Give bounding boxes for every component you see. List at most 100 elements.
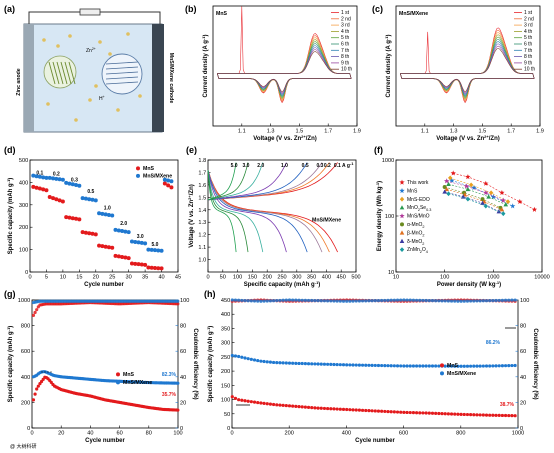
rate-point (97, 243, 102, 248)
cycling-point (465, 364, 470, 368)
cycling-point (446, 299, 450, 303)
x-tick-label: 100 (173, 431, 182, 437)
cycling-point (418, 298, 422, 302)
y2-tick-label: 0 (520, 426, 523, 432)
cycling-point (494, 413, 498, 417)
legend-entry: 1 st (341, 10, 350, 16)
ragone-point (503, 202, 509, 207)
y-tick-label: 1.0 (198, 258, 206, 264)
cycling-point (456, 364, 460, 368)
cycling-point (256, 358, 260, 363)
cycling-point (427, 364, 431, 368)
cycling-point (456, 299, 460, 303)
x-axis-label: Cycle number (85, 438, 125, 444)
x-tick-label: 0 (28, 275, 31, 281)
ragone-point (499, 190, 505, 195)
y-tick-label: 450 (221, 298, 230, 304)
ragone-point (465, 196, 471, 202)
legend-entry: 7 th (341, 48, 350, 54)
rate-point (80, 196, 85, 201)
cycling-point (453, 412, 457, 416)
cv-cycle-6 (399, 38, 535, 98)
rate-point (57, 177, 62, 182)
y-tick-label: 1.2 (198, 233, 206, 239)
cycling-point (329, 362, 333, 366)
cycling-point (462, 412, 466, 417)
cycling-point (316, 362, 320, 366)
ragone-point (490, 194, 496, 200)
legend-entry: ZnMn2O4 (407, 247, 428, 254)
zn-ion-label: Zn2+ (86, 47, 96, 54)
cycling-point (513, 298, 517, 302)
cycling-point (376, 409, 381, 413)
ragone-point (444, 186, 449, 192)
cycling-point (414, 411, 419, 415)
y2-tick-label: 60 (180, 349, 186, 355)
cycling-point (392, 410, 396, 414)
rate-point (37, 174, 42, 179)
cycling-point (507, 364, 511, 368)
ragone-point (483, 203, 488, 209)
cycling-point (249, 357, 253, 361)
rate-point (113, 253, 118, 258)
ragone-point (449, 177, 455, 183)
rate-label: 0.2 (324, 163, 331, 169)
rate-label: 0.1 (36, 170, 43, 176)
cycling-point (389, 410, 393, 414)
x-tick-label: 10000 (534, 275, 550, 281)
ragone-point (444, 178, 450, 184)
rate-point (149, 265, 154, 270)
lattice-stripe (60, 61, 68, 85)
discharge-curve-0.5 (207, 169, 308, 253)
panel-annotation: MnS/MXene (312, 218, 341, 224)
cycling-point (243, 298, 247, 303)
cycling-point (354, 363, 358, 367)
cycling-point (481, 413, 485, 417)
cycling-point (275, 403, 279, 407)
cycling-point (459, 299, 463, 303)
h-ion-label: H+ (99, 95, 105, 102)
cycling-point (503, 364, 508, 368)
cycling-point (351, 408, 355, 412)
cycling-point (367, 409, 371, 413)
cycling-point (326, 406, 330, 411)
x-tick-label: 450 (337, 275, 346, 281)
rate-label: 0.5 (302, 163, 309, 169)
cycling-point (360, 363, 365, 367)
cycling-point (294, 361, 298, 365)
y2-tick-label: 40 (180, 375, 186, 381)
lattice-stripe (68, 61, 76, 85)
ragone-point (468, 182, 474, 188)
y-tick-label: 10 (388, 270, 394, 276)
x-tick-label: 300 (292, 275, 301, 281)
cycling-point (271, 299, 276, 303)
rate-point (31, 173, 36, 178)
mxene-sheet (105, 66, 139, 70)
y2-tick-label: 100 (520, 298, 529, 304)
x-tick-label: 1.9 (353, 129, 361, 135)
cycling-point (443, 412, 447, 416)
cycling-point (478, 299, 482, 303)
rate-point (120, 229, 125, 234)
ragone-point (483, 180, 489, 186)
discharge-curve-0.2 (207, 169, 330, 253)
legend-entry: 8 th (341, 54, 350, 60)
discharge-curve-0.3 (207, 169, 323, 253)
legend-entry: MnS-EDO (407, 197, 430, 203)
gcd-panel-e: 0 50 100 150 200 250 300 350 400 450 500 1.0 1.1 1.2 1… (187, 158, 361, 288)
zn-ion-dot (46, 102, 50, 106)
cycling-point (246, 357, 250, 361)
cycling-point (469, 413, 473, 417)
y-tick-label: 1.8 (198, 158, 206, 164)
cycling-point (33, 392, 37, 396)
zn-ion-dot (138, 94, 142, 98)
rate-label: 5.0 (231, 163, 238, 169)
cycling-point (332, 362, 336, 367)
cycling-point (316, 299, 320, 303)
legend-entry: 6 th (341, 42, 350, 48)
cycling-point (33, 310, 37, 315)
ragone-point (448, 175, 453, 181)
rate-label: 1.0 (281, 163, 288, 169)
mxene-sheet (105, 71, 139, 75)
